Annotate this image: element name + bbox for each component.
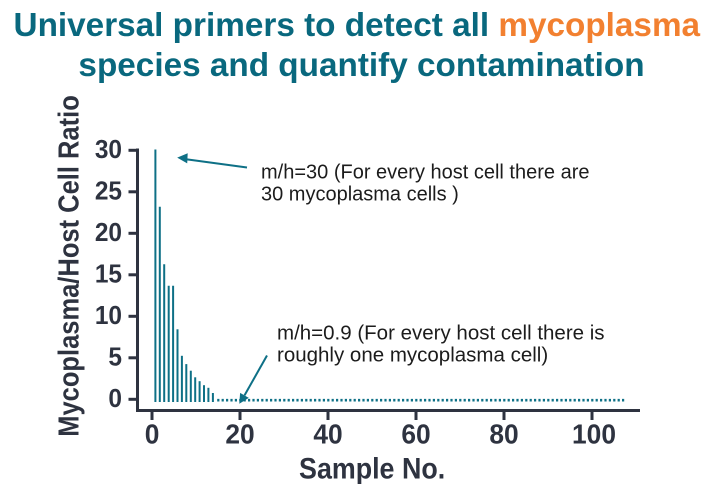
svg-text:60: 60 — [401, 418, 430, 450]
svg-text:20: 20 — [95, 218, 122, 247]
svg-text:Sample No.: Sample No. — [299, 451, 445, 484]
svg-text:m/h=0.9 (For every host cell: m/h=0.9 (For every host cell there is — [277, 322, 605, 345]
svg-text:25: 25 — [95, 177, 122, 206]
svg-text:20: 20 — [225, 418, 254, 450]
svg-text:15: 15 — [95, 260, 122, 289]
svg-text:100: 100 — [572, 418, 616, 450]
svg-text:80: 80 — [489, 418, 518, 450]
svg-text:0: 0 — [108, 384, 122, 413]
svg-text:30 mycoplasma cells ): 30 mycoplasma cells ) — [261, 184, 459, 206]
svg-text:10: 10 — [95, 301, 122, 330]
svg-text:m/h=30 (For every host cell th: m/h=30 (For every host cell there are — [261, 161, 589, 183]
svg-text:Universal primers to detect al: Universal primers to detect all mycoplas… — [14, 7, 701, 44]
svg-text:Mycoplasma/Host Cell Ratio: Mycoplasma/Host Cell Ratio — [52, 95, 85, 437]
svg-text:5: 5 — [108, 343, 122, 372]
svg-text:0: 0 — [145, 418, 160, 450]
svg-text:roughly one mycoplasma cell): roughly one mycoplasma cell) — [277, 343, 548, 366]
svg-text:30: 30 — [95, 135, 122, 164]
svg-text:40: 40 — [313, 418, 342, 450]
svg-text:species and quantify contamina: species and quantify contamination — [78, 47, 644, 84]
